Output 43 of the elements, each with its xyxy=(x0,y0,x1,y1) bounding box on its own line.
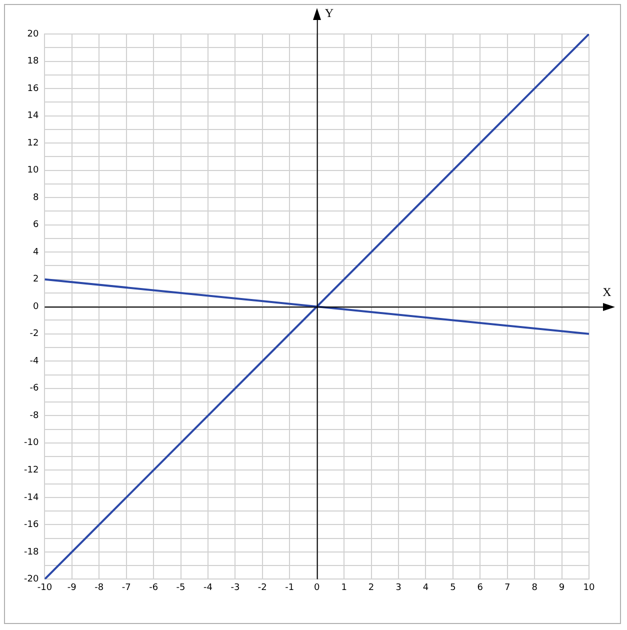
y-tick-label: -16 xyxy=(24,520,39,530)
y-tick-label: -4 xyxy=(30,356,39,366)
x-tick-label: -8 xyxy=(94,582,104,593)
y-tick-label: 18 xyxy=(27,56,39,67)
y-tick-label: -8 xyxy=(30,410,39,421)
y-tick-label: 2 xyxy=(32,274,39,285)
x-tick-label: -7 xyxy=(122,582,131,593)
y-tick-label: 6 xyxy=(32,220,39,230)
x-tick-label: -4 xyxy=(204,582,213,593)
x-tick-label: 6 xyxy=(477,582,484,593)
y-tick-label: 12 xyxy=(27,138,39,148)
x-tick-label: 9 xyxy=(558,582,565,593)
x-tick-label: 5 xyxy=(450,582,456,593)
y-tick-label: -20 xyxy=(24,574,39,585)
x-tick-label: 1 xyxy=(341,582,347,593)
y-tick-label: -18 xyxy=(24,547,39,558)
y-tick-label: -14 xyxy=(24,492,39,503)
y-tick-label: 14 xyxy=(27,111,39,122)
x-tick-label: 4 xyxy=(422,582,429,593)
y-tick-label: 0 xyxy=(32,302,39,312)
x-tick-label: 8 xyxy=(532,582,538,593)
x-tick-label: -3 xyxy=(230,582,240,593)
y-tick-label: 8 xyxy=(32,192,39,203)
y-tick-label: -10 xyxy=(24,438,39,448)
y-tick-label: 20 xyxy=(27,29,39,40)
y-tick-label: -2 xyxy=(30,329,39,340)
y-tick-label: 10 xyxy=(27,166,39,176)
x-tick-label: -2 xyxy=(258,582,267,593)
x-tick-label: 0 xyxy=(314,582,320,593)
x-tick-label: -9 xyxy=(67,582,77,593)
y-tick-label: -12 xyxy=(24,466,39,476)
x-tick-label: -6 xyxy=(149,582,158,593)
y-tick-label: -6 xyxy=(30,384,39,394)
x-tick-label: 3 xyxy=(396,582,402,593)
x-tick-label: -1 xyxy=(285,582,294,593)
x-tick-label: 10 xyxy=(583,582,595,593)
x-axis-title: X xyxy=(602,284,612,299)
y-tick-label: 16 xyxy=(27,84,39,94)
y-axis-title: Y xyxy=(324,6,334,20)
y-tick-label: 4 xyxy=(32,247,39,258)
x-tick-label: -5 xyxy=(176,582,186,593)
x-tick-label: 2 xyxy=(368,582,374,593)
x-tick-label: 7 xyxy=(504,582,510,593)
